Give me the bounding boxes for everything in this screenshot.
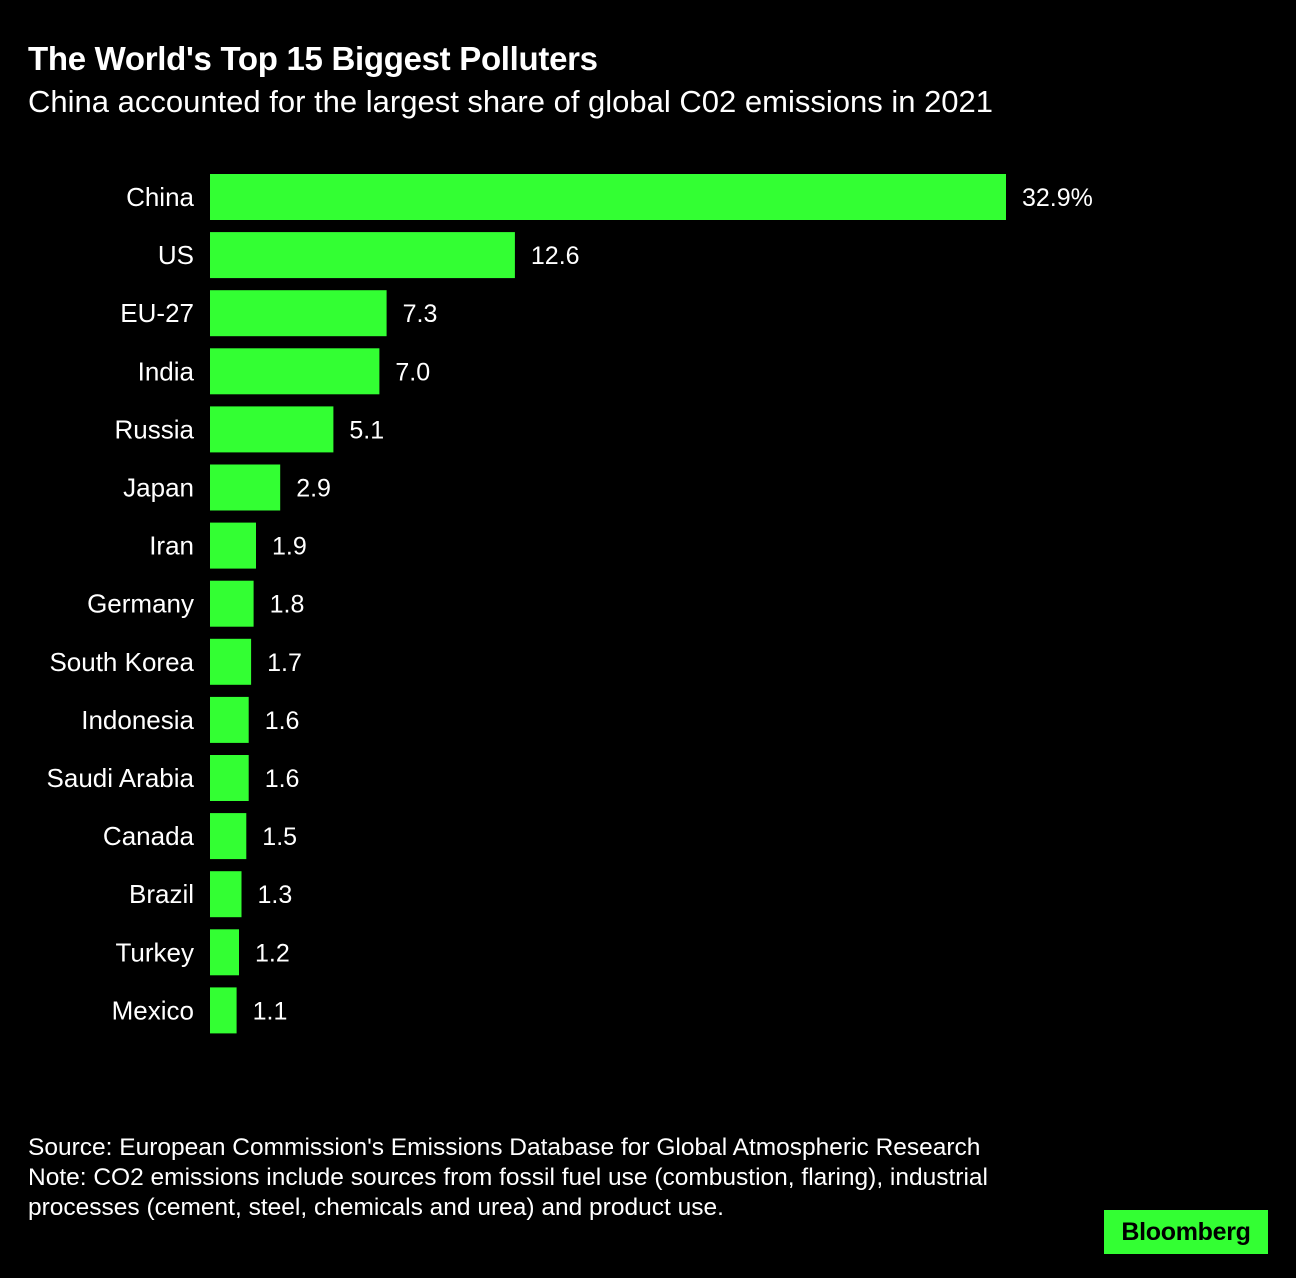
value-label: 7.0 [395,358,430,386]
chart-title: The World's Top 15 Biggest Polluters [28,40,598,77]
value-label: 32.9% [1022,184,1093,212]
bloomberg-logo: Bloomberg [1104,1210,1268,1254]
source-note: Source: European Commission's Emissions … [28,1134,981,1161]
value-label: 1.8 [270,591,305,619]
category-label: China [126,182,194,212]
value-label: 1.1 [253,997,288,1025]
bar-eu-27 [210,290,387,337]
bar-saudi-arabia [210,755,249,801]
category-label: Saudi Arabia [47,763,195,793]
value-label: 1.6 [265,707,300,735]
value-label: 5.1 [349,416,384,444]
bar-south-korea [210,638,252,685]
bar-china [210,174,1006,220]
value-label: 1.2 [255,939,290,967]
bar-turkey [210,929,239,976]
bar-us [210,232,515,279]
category-label: Iran [149,531,194,561]
chart-footer: Source: European Commission's Emissions … [28,1133,1068,1223]
bar-japan [210,464,281,511]
value-label: 1.6 [265,765,300,793]
value-label: 1.9 [272,533,307,561]
category-label: Germany [87,589,194,619]
category-label: South Korea [49,647,194,677]
methodology-note: Note: CO2 emissions include sources from… [28,1164,988,1221]
chart-subtitle: China accounted for the largest share of… [28,84,994,119]
bar-russia [210,406,334,453]
bar-canada [210,813,247,860]
value-label: 2.9 [296,475,331,503]
category-label: Brazil [129,879,194,909]
value-label: 1.3 [258,881,293,909]
category-label: Canada [103,821,195,851]
category-label: Indonesia [81,705,194,735]
value-label: 7.3 [403,300,438,328]
bar-indonesia [210,696,249,743]
category-label: India [138,356,195,386]
category-label: Russia [115,414,195,444]
bar-germany [210,580,254,627]
bar-mexico [210,987,237,1034]
value-label: 12.6 [531,242,580,270]
bar-iran [210,522,256,569]
category-label: US [158,240,194,270]
category-label: Japan [123,473,194,503]
category-label: EU-27 [120,298,194,328]
category-label: Turkey [116,937,195,967]
value-label: 1.5 [262,823,297,851]
value-label: 1.7 [267,649,302,677]
bar-india [210,348,380,395]
category-label: Mexico [112,995,194,1025]
bar-chart: China 32.9% US 12.6 EU-27 7.3 India 7.0 Russia 5.… [47,174,1093,1034]
bar-brazil [210,871,242,918]
